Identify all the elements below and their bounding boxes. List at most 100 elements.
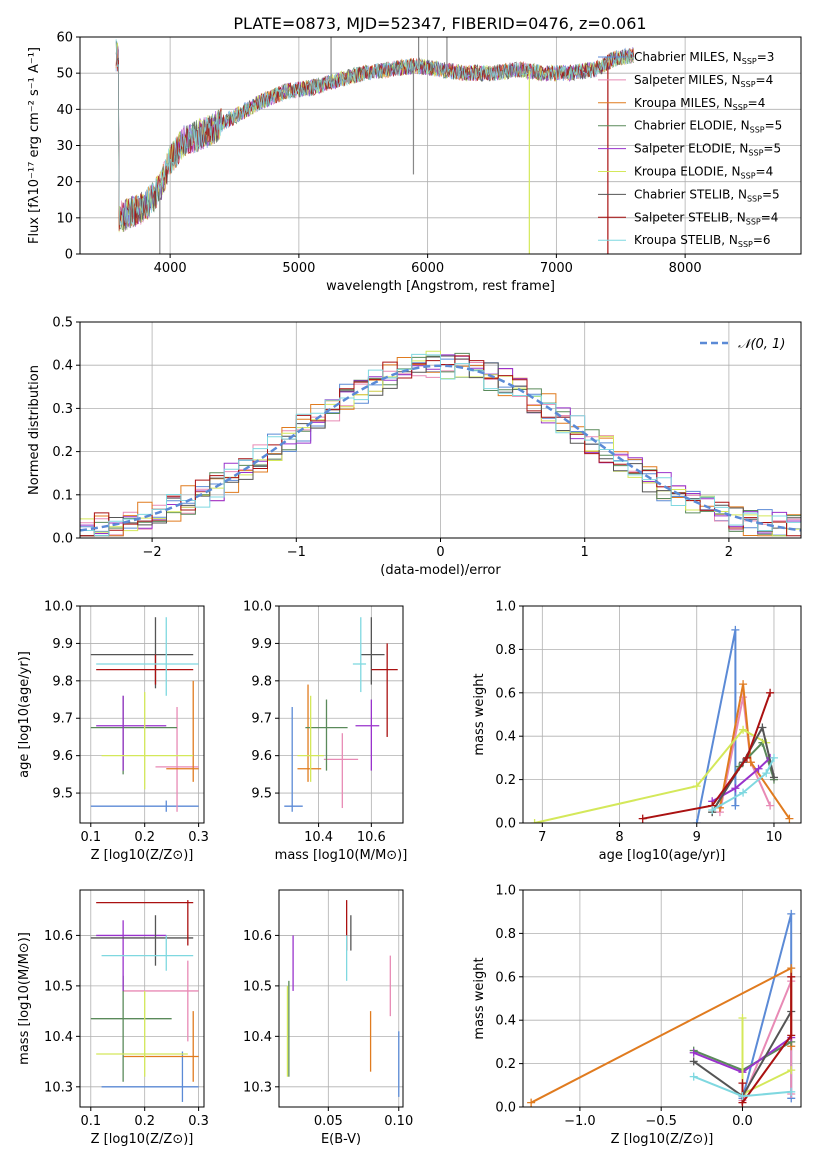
y-tick-label: 0.3: [52, 402, 73, 417]
y-axis-label: mass [log10(M/M⊙)]: [17, 932, 32, 1065]
y-tick-label: 9.6: [52, 749, 73, 764]
x-tick-label: 0: [436, 545, 444, 560]
plot-layer: Chabrier MILES, NSSP=3 Salpeter MILES, NS…: [17, 31, 802, 1147]
x-axis-label: mass [log10(M/M⊙)]: [275, 848, 408, 863]
spectrum-line: [115, 39, 634, 228]
weight-marker: [692, 819, 701, 823]
y-tick-label: 0.0: [495, 817, 516, 832]
weight-marker: [787, 909, 796, 918]
x-tick-label: −2: [143, 545, 162, 560]
plot-area-weight_vs_age: [523, 606, 801, 823]
axes-frame: [522, 605, 802, 824]
weight-marker: [769, 773, 778, 782]
y-tick-label: 0.4: [495, 1014, 516, 1029]
weight-marker: [787, 1087, 796, 1096]
weight-marker: [785, 814, 794, 823]
x-tick-label: 10.6: [357, 830, 386, 845]
axes-frame: [278, 605, 404, 824]
weight-marker: [787, 964, 796, 973]
weight-marker: [738, 1092, 747, 1101]
weight-line: [718, 683, 791, 820]
weight-marker: [787, 1031, 796, 1040]
x-tick-label: 8: [615, 830, 623, 845]
weight-marker: [689, 1057, 698, 1066]
weight-marker: [746, 758, 755, 767]
y-tick-label: 10.5: [243, 979, 272, 994]
y-tick-label: 1.0: [495, 600, 516, 615]
spectrum-line: [115, 48, 634, 231]
weight-marker: [787, 972, 796, 981]
y-tick-label: 9.7: [251, 712, 272, 727]
y-tick-label: 9.7: [52, 712, 73, 727]
gaussian-curve: [80, 364, 801, 532]
weight-marker: [692, 782, 701, 791]
weight-marker: [731, 801, 740, 810]
weight-marker: [769, 753, 778, 762]
weight-marker: [766, 801, 775, 810]
x-axis-label: age [log10(age/yr)]: [599, 848, 726, 863]
y-tick-label: 10.6: [44, 929, 73, 944]
y-axis-label: mass weight: [472, 957, 487, 1039]
figure-title: PLATE=0873, MJD=52347, FIBERID=0476, z=0…: [233, 14, 646, 33]
y-tick-label: 9.9: [251, 637, 272, 652]
y-tick-label: 0.0: [495, 1101, 516, 1116]
y-tick-label: 10.6: [243, 929, 272, 944]
weight-marker: [754, 764, 763, 773]
y-tick-label: 9.6: [251, 749, 272, 764]
y-tick-label: 0.6: [495, 970, 516, 985]
legend-label: Kroupa STELIB, NSSP=6: [634, 233, 771, 249]
x-tick-label: 7000: [540, 261, 573, 276]
y-tick-label: 0.1: [52, 488, 73, 503]
y-axis-label: Flux [fλ10⁻¹⁷ erg cm⁻² s⁻¹ A⁻¹]: [27, 47, 42, 244]
y-tick-label: 10.5: [44, 979, 73, 994]
x-axis-label: (data-model)/error: [380, 563, 501, 578]
x-tick-label: 6000: [411, 261, 444, 276]
weight-marker: [742, 753, 751, 762]
x-tick-label: 4000: [154, 261, 187, 276]
legend-label: Kroupa ELODIE, NSSP=4: [634, 165, 773, 181]
y-tick-label: 10.0: [243, 600, 272, 615]
y-tick-label: 9.8: [52, 674, 73, 689]
weight-line: [695, 629, 737, 823]
legend-label: Salpeter MILES, NSSP=4: [634, 73, 773, 89]
plot-area-spectrum: [80, 37, 801, 254]
y-tick-label: 10.3: [44, 1080, 73, 1095]
y-tick-label: 10.4: [243, 1030, 272, 1045]
histogram-step: [80, 353, 801, 538]
axes-frame: [522, 889, 802, 1108]
y-tick-label: 0.5: [52, 316, 73, 331]
weight-marker: [731, 784, 740, 793]
weight-marker: [766, 688, 775, 697]
legend-label: 𝒩(0, 1): [738, 337, 785, 352]
weight-marker: [638, 814, 647, 823]
x-tick-label: 0.0: [732, 1114, 753, 1129]
y-tick-label: 0.4: [52, 359, 73, 374]
weight-marker: [527, 1098, 536, 1107]
x-axis-label: Z [log10(Z/Z⊙)]: [91, 848, 194, 863]
x-axis-label: E(B-V): [321, 1132, 361, 1147]
weight-marker: [689, 1072, 698, 1081]
x-tick-label: −1.0: [564, 1114, 596, 1129]
x-tick-label: 0.2: [134, 830, 155, 845]
x-axis-label: Z [log10(Z/Z⊙)]: [91, 1132, 194, 1147]
x-tick-label: 5000: [282, 261, 315, 276]
x-tick-label: 0.10: [384, 1114, 413, 1129]
x-tick-label: −1: [287, 545, 306, 560]
weight-line: [711, 757, 775, 811]
y-tick-label: 50: [56, 67, 73, 82]
y-tick-label: 0.8: [495, 927, 516, 942]
weight-marker: [739, 725, 748, 734]
y-axis-label: age [log10(age/yr)]: [17, 651, 32, 778]
y-tick-label: 0.2: [495, 773, 516, 788]
x-tick-label: −0.5: [645, 1114, 677, 1129]
weight-line: [534, 728, 767, 823]
x-tick-label: 0.1: [80, 830, 101, 845]
y-axis-label: Normed distribution: [27, 365, 42, 495]
y-axis-label: mass weight: [472, 673, 487, 755]
plot-area-mass_vs_ebv: [279, 890, 403, 1107]
y-tick-label: 10.4: [44, 1030, 73, 1045]
plot-area-age_vs_Z: [80, 606, 204, 823]
y-tick-label: 10.3: [243, 1080, 272, 1095]
x-tick-label: 10: [766, 830, 783, 845]
